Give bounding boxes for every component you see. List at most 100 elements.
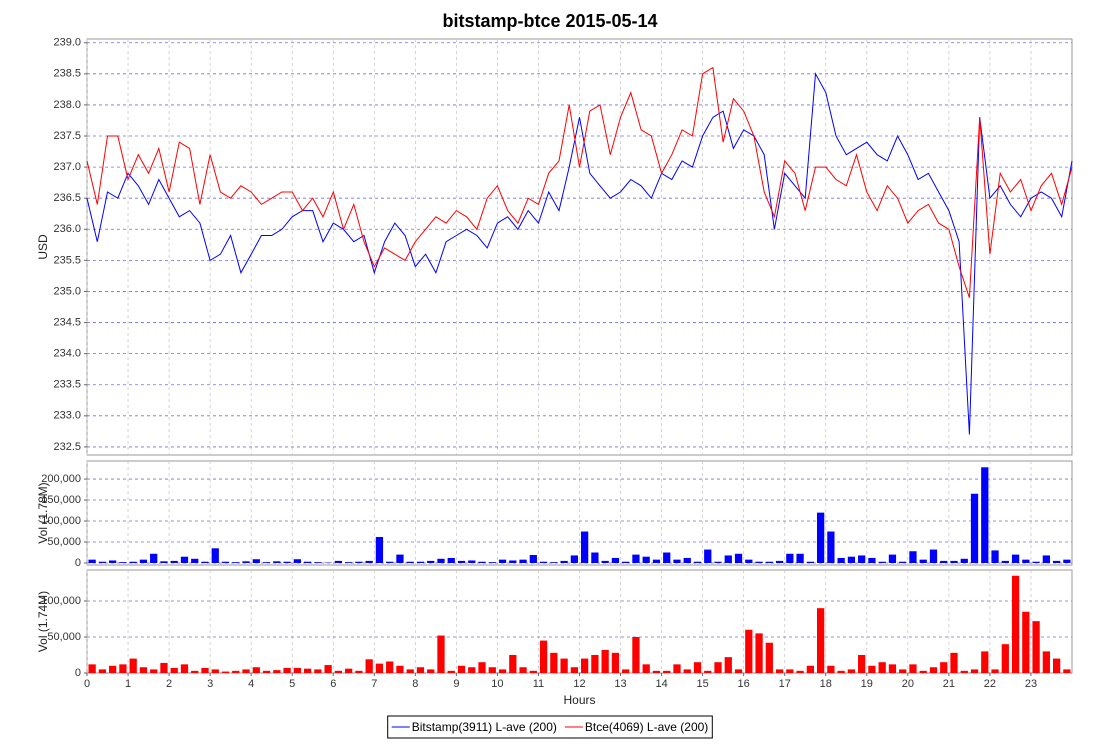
volume-bar [560, 560, 568, 563]
volume-bar [888, 554, 897, 563]
volume-bar [827, 531, 835, 563]
volume-bar [683, 669, 691, 673]
volume-bar [406, 561, 414, 563]
y-tick-label: 233.5 [53, 379, 81, 391]
volume-bar [447, 670, 455, 673]
volume-bar [283, 561, 291, 563]
volume-bar [221, 671, 230, 673]
volume-bar [858, 555, 866, 563]
volume-bar [745, 629, 753, 673]
volume-bar [929, 549, 938, 563]
plot-frame [86, 460, 1073, 566]
volume-bar [755, 561, 763, 563]
volume-bar [981, 467, 989, 563]
y-axis-label: Vol (1.74M) [36, 591, 50, 652]
volume-bar [909, 551, 917, 563]
y-tick-label: 50,000 [47, 631, 81, 643]
volume-bar [704, 549, 712, 563]
y-tick-label: 0 [75, 667, 81, 679]
volume-bar [1011, 575, 1020, 673]
x-tick-label: 9 [453, 678, 459, 690]
y-axis-label: USD [36, 234, 50, 260]
volume-bar [970, 493, 979, 563]
x-tick-label: 3 [207, 678, 213, 690]
volume-bar [724, 657, 732, 673]
volume-bar [1022, 611, 1030, 673]
volume-bar [406, 669, 414, 673]
volume-bar [724, 555, 732, 563]
volume-bar [1032, 621, 1040, 673]
volume-bar [355, 561, 363, 563]
volume-bar [119, 562, 127, 563]
volume-bar [704, 670, 712, 673]
volume-bar [242, 561, 250, 563]
volume-bar [365, 560, 373, 563]
volume-bar [273, 561, 281, 563]
volume-bar [221, 561, 230, 563]
x-tick-label: 17 [779, 678, 791, 690]
volume-bar [663, 670, 671, 673]
volume-bar [642, 664, 650, 673]
legend-box [387, 715, 713, 739]
x-tick-label: 23 [1025, 678, 1037, 690]
volume-bar [509, 560, 517, 563]
volume-bar [242, 669, 250, 673]
x-tick-label: 1 [125, 678, 131, 690]
x-tick-label: 12 [573, 678, 585, 690]
volume-bar [858, 654, 866, 673]
volume-bar [714, 662, 722, 673]
volume-bar [683, 557, 691, 563]
volume-bar [416, 561, 425, 563]
volume-bar [488, 562, 496, 563]
volume-bar [632, 636, 640, 673]
volume-bar [468, 667, 476, 673]
volume-bar [396, 665, 404, 673]
volume-bar [1063, 559, 1071, 563]
volume-bar [878, 662, 886, 673]
y-tick-label: 238.5 [53, 68, 81, 80]
volume-bar [293, 667, 301, 673]
volume-bar [663, 552, 671, 563]
volume-bar [652, 559, 661, 563]
volume-bar [488, 667, 496, 673]
price-line [86, 66, 1073, 298]
y-tick-label: 235.5 [53, 254, 81, 266]
volume-bar [345, 668, 353, 673]
volume-bar [109, 560, 117, 563]
y-tick-label: 238.0 [53, 99, 81, 111]
volume-bar [478, 561, 486, 563]
volume-bar [847, 556, 856, 563]
legend-label: Btce(4069) L-ave (200) [585, 720, 708, 734]
x-tick-label: 7 [371, 678, 377, 690]
volume-bar [519, 667, 527, 673]
volume-bar [960, 558, 968, 563]
volume-bar [396, 554, 404, 563]
volume-bar [570, 555, 578, 563]
volume-bar [150, 669, 158, 673]
x-tick-label: 19 [861, 678, 873, 690]
y-axis-label: Vol (1.78M) [36, 482, 50, 543]
volume-bar [201, 667, 209, 673]
volume-bar [211, 669, 219, 673]
volume-bar [765, 642, 773, 673]
x-tick-label: 2 [166, 678, 172, 690]
volume-bar [129, 561, 137, 563]
legend-label: Bitstamp(3911) L-ave (200) [412, 720, 557, 734]
volume-bar [1052, 658, 1061, 673]
volume-bar [160, 561, 168, 563]
volume-bar [581, 658, 589, 673]
volume-bar [180, 556, 189, 563]
volume-bar [252, 559, 260, 563]
volume-bar [529, 670, 537, 673]
volume-bar [386, 561, 394, 563]
x-tick-label: 4 [248, 678, 254, 690]
volume-bar [375, 663, 384, 673]
x-tick-label: 11 [533, 678, 544, 690]
volume-bar [457, 560, 466, 563]
volume-bar [170, 667, 178, 673]
volume-bar [632, 554, 640, 563]
volume-bar [386, 661, 394, 673]
volume-bar [847, 669, 856, 673]
volume-bar [755, 633, 763, 673]
volume-bar [570, 667, 578, 673]
